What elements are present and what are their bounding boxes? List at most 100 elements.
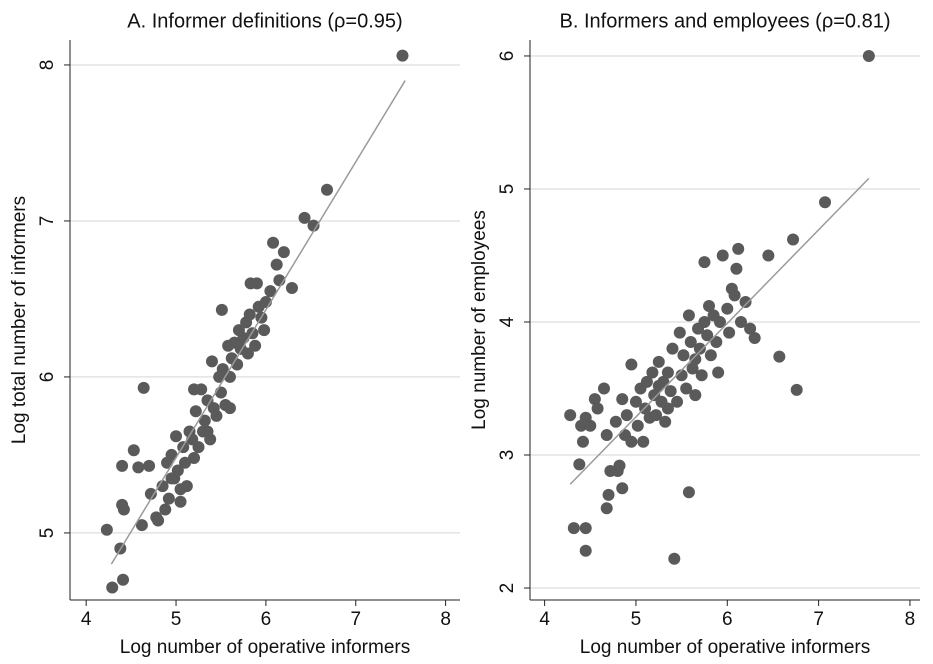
point — [137, 381, 150, 394]
point — [732, 242, 745, 255]
y-tick-label: 2 — [497, 583, 518, 594]
chart-title: B. Informers and employees (ρ=0.81) — [560, 10, 891, 32]
point — [712, 366, 725, 379]
x-tick-label: 8 — [905, 609, 916, 630]
point — [106, 581, 119, 594]
point — [179, 456, 192, 469]
point — [652, 379, 665, 392]
point — [244, 277, 257, 290]
point — [730, 262, 743, 275]
y-axis-label: Log total number of informers — [9, 196, 30, 444]
point — [787, 233, 800, 246]
point — [616, 393, 629, 406]
point — [668, 552, 681, 565]
y-tick-label: 3 — [497, 450, 518, 461]
point — [723, 326, 736, 339]
point — [573, 458, 586, 471]
point — [629, 395, 642, 408]
x-tick-label: 7 — [350, 609, 361, 630]
x-tick-label: 4 — [539, 609, 550, 630]
y-tick-label: 8 — [37, 60, 58, 71]
point — [307, 219, 320, 232]
point — [682, 486, 695, 499]
point — [673, 326, 686, 339]
point — [862, 49, 875, 62]
point — [210, 409, 223, 422]
point — [241, 347, 254, 360]
point — [576, 435, 589, 448]
point — [216, 363, 229, 376]
point — [579, 522, 592, 535]
point — [575, 419, 588, 432]
x-axis-label: Log number of operative informers — [580, 637, 870, 658]
point — [152, 514, 165, 527]
point — [646, 366, 659, 379]
point — [591, 402, 604, 415]
point — [285, 282, 298, 295]
x-tick-label: 4 — [81, 609, 92, 630]
point — [600, 502, 613, 515]
point — [584, 419, 597, 432]
point — [144, 487, 157, 500]
point — [748, 331, 761, 344]
point — [588, 393, 601, 406]
point — [396, 49, 409, 62]
point — [620, 409, 633, 422]
point — [631, 419, 644, 432]
point — [739, 296, 752, 309]
point — [682, 309, 695, 322]
point — [192, 441, 205, 454]
point — [671, 395, 684, 408]
chart-title: A. Informer definitions (ρ=0.95) — [127, 10, 402, 32]
point — [223, 402, 236, 415]
point — [117, 503, 130, 516]
point — [188, 452, 201, 465]
point — [684, 335, 697, 348]
point — [117, 573, 130, 586]
point — [704, 349, 717, 362]
point — [664, 385, 677, 398]
point — [321, 183, 334, 196]
point — [567, 522, 580, 535]
point — [156, 480, 169, 493]
point — [298, 211, 311, 224]
point — [277, 246, 290, 259]
point — [116, 459, 129, 472]
point — [189, 405, 202, 418]
point — [205, 355, 218, 368]
point — [264, 285, 277, 298]
x-tick-label: 5 — [171, 609, 182, 630]
point — [637, 435, 650, 448]
point — [579, 544, 592, 557]
point — [127, 444, 140, 457]
point — [659, 415, 672, 428]
x-tick-label: 7 — [813, 609, 824, 630]
point — [597, 382, 610, 395]
y-tick-label: 6 — [37, 372, 58, 383]
point — [652, 355, 665, 368]
point — [701, 329, 714, 342]
point — [170, 430, 183, 443]
point — [100, 523, 113, 536]
point — [689, 389, 702, 402]
point — [698, 256, 711, 269]
y-tick-label: 5 — [37, 528, 58, 539]
point — [174, 495, 187, 508]
point — [198, 414, 211, 427]
point — [698, 315, 711, 328]
point — [625, 358, 638, 371]
point — [132, 461, 145, 474]
point — [249, 339, 262, 352]
point — [721, 302, 734, 315]
point — [762, 249, 775, 262]
point — [564, 409, 577, 422]
point — [686, 362, 699, 375]
y-tick-label: 4 — [497, 316, 518, 327]
point — [819, 196, 832, 209]
point — [215, 303, 228, 316]
point — [773, 350, 786, 363]
fit-line — [569, 177, 870, 485]
x-tick-label: 6 — [722, 609, 733, 630]
point — [613, 459, 626, 472]
y-tick-label: 7 — [37, 216, 58, 227]
